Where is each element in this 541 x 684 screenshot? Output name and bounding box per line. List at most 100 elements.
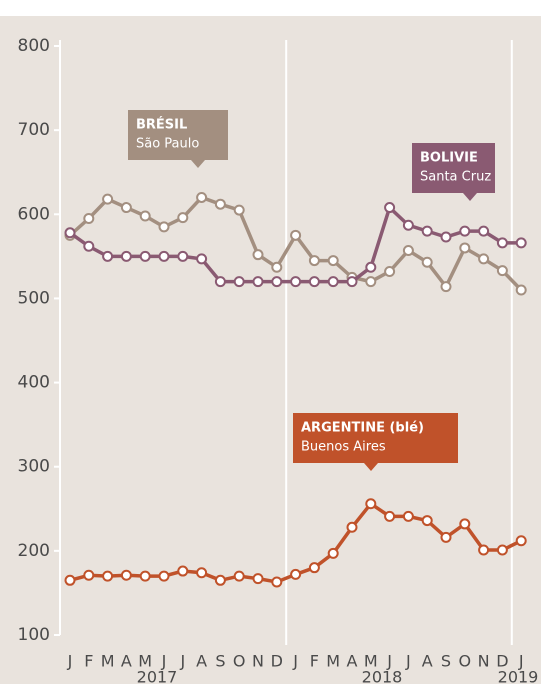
data-point [308,562,320,574]
data-point [402,510,414,522]
x-tick-label: A [422,652,433,671]
x-tick-label: S [441,652,451,671]
data-point [177,250,189,262]
x-tick-label: J [179,652,185,671]
data-point [83,569,95,581]
data-point [421,256,433,268]
data-point [384,510,396,522]
data-point [120,250,132,262]
annotation-title: BRÉSIL [136,117,187,133]
x-tick-label: D [271,652,283,671]
data-point [327,547,339,559]
data-point [384,266,396,278]
x-tick-label: M [364,652,378,671]
data-point [120,569,132,581]
data-point [83,212,95,224]
data-point [346,521,358,533]
data-point [271,261,283,273]
annotation-title: ARGENTINE (blé) [301,421,424,436]
annotation-subtitle: Buenos Aires [301,440,386,455]
x-tick-label: N [478,652,490,671]
y-tick-label: 300 [18,457,50,477]
data-point [421,515,433,527]
x-tick-label: S [215,652,225,671]
data-point [459,242,471,254]
data-point [120,202,132,214]
y-tick-label: 800 [18,36,50,56]
data-point [327,255,339,267]
data-point [308,276,320,288]
data-point [252,276,264,288]
data-point [402,219,414,231]
year-label: 2018 [362,668,403,684]
data-point [233,276,245,288]
data-point [515,535,527,547]
data-point [271,576,283,588]
year-label: 2019 [498,668,539,684]
y-tick-label: 400 [18,373,50,393]
data-point [478,225,490,237]
data-point [365,276,377,288]
data-point [290,568,302,580]
data-point [515,237,527,249]
data-point [440,531,452,543]
data-point [496,265,508,277]
annotation-box [128,110,228,168]
x-tick-label: J [67,652,73,671]
y-tick-label: 600 [18,204,50,224]
data-point [158,221,170,233]
data-point [440,281,452,293]
data-point [459,518,471,530]
x-tick-label: J [518,652,524,671]
data-point [496,237,508,249]
data-point [365,261,377,273]
x-tick-label: M [138,652,152,671]
data-point [384,202,396,214]
data-point [496,544,508,556]
data-point [196,253,208,265]
annotation-title: BOLIVIE [420,151,478,166]
x-tick-label: F [310,652,319,671]
data-point [308,255,320,267]
annotation-subtitle: Santa Cruz [420,170,491,185]
x-tick-label: D [496,652,508,671]
x-tick-label: M [101,652,115,671]
data-point [139,210,151,222]
year-label: 2017 [137,668,178,684]
data-point [177,212,189,224]
data-point [214,574,226,586]
data-point [214,276,226,288]
data-point [102,250,114,262]
data-point [252,573,264,585]
x-tick-label: O [233,652,246,671]
data-point [214,198,226,210]
annotation-box [293,413,458,471]
data-point [83,240,95,252]
data-point [515,284,527,296]
x-tick-label: J [292,652,298,671]
annotation-box [412,143,495,201]
data-point [271,276,283,288]
data-point [365,498,377,510]
data-point [478,253,490,265]
x-tick-label: A [347,652,358,671]
data-point [290,276,302,288]
annotation-subtitle: São Paulo [136,137,199,152]
y-tick-label: 100 [18,625,50,645]
data-point [252,249,264,261]
data-point [64,227,76,239]
data-point [158,250,170,262]
data-point [327,276,339,288]
data-point [233,570,245,582]
data-point [139,250,151,262]
data-point [290,229,302,241]
data-point [139,570,151,582]
data-point [478,544,490,556]
x-tick-label: F [84,652,93,671]
x-tick-label: J [161,652,167,671]
x-tick-label: A [121,652,132,671]
data-point [64,574,76,586]
data-point [440,231,452,243]
x-tick-label: O [459,652,472,671]
